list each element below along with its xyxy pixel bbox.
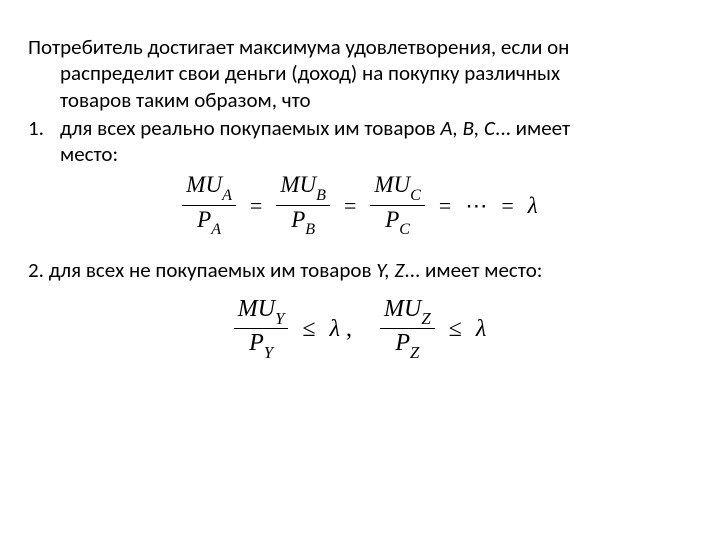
item1-text-b: ... имеет: [495, 115, 570, 141]
eq1-B-den: P: [291, 207, 305, 232]
eq1-C-den: P: [385, 207, 399, 232]
eq1-eq3: =: [439, 192, 451, 220]
list-item-1: 1. для всех реально покупаемых им товаро…: [28, 115, 692, 168]
eq1-eq4: =: [501, 192, 513, 220]
equation-2: MUY PY ≤ λ, MUZ PZ ≤ λ: [28, 297, 692, 361]
eq2-comma: ,: [346, 314, 352, 344]
item2-text-a: 2. для всех не покупаемых им товаров: [28, 257, 376, 283]
intro-line2: распределит свои деньги (доход) на покуп…: [28, 60, 692, 86]
item1-text: для всех реально покупаемых им товаров А…: [60, 115, 692, 168]
eq1-B-num-sub: B: [316, 187, 326, 204]
eq1-C-den-sub: C: [399, 221, 410, 238]
eq1-lambda: λ: [528, 192, 538, 221]
eq1-frac-A: MUA PA: [182, 173, 236, 239]
equation-1: MUA PA = MUB PB = MUC PC = ⋯ = λ: [28, 173, 692, 239]
eq1-C-num-sub: C: [410, 187, 421, 204]
eq1-frac-C: MUC PC: [370, 173, 425, 239]
eq2-Z-num-sub: Z: [421, 309, 430, 328]
eq2-Y-num: MU: [238, 296, 275, 322]
intro-line1: Потребитель достигает максимума удовлетв…: [28, 34, 569, 60]
eq2-Y-den-sub: Y: [264, 343, 273, 362]
eq1-B-den-sub: B: [305, 221, 315, 238]
eq1-dots: ⋯: [465, 192, 487, 220]
eq1-A-num: MU: [186, 172, 222, 197]
eq1-A-num-sub: A: [222, 187, 232, 204]
eq1-A-den-sub: A: [211, 221, 221, 238]
item1-number: 1.: [28, 115, 60, 168]
intro-line3: товаров таким образом, что: [28, 87, 692, 113]
document-page: Потребитель достигает максимума удовлетв…: [0, 0, 720, 540]
eq1-eq1: =: [250, 192, 262, 220]
eq2-Z-den-sub: Z: [410, 343, 419, 362]
intro-paragraph: Потребитель достигает максимума удовлетв…: [28, 34, 692, 113]
eq1-frac-B: MUB PB: [276, 173, 330, 239]
eq2-frac-Y: MUY PY: [234, 297, 289, 361]
eq2-lambda1: λ: [330, 314, 340, 344]
eq2-rel1: ≤: [302, 314, 315, 344]
eq2-lambda2: λ: [476, 314, 486, 344]
eq1-eq2: =: [344, 192, 356, 220]
item1-text-a: для всех реально покупаемых им товаров: [60, 115, 440, 141]
eq2-Z-den: P: [395, 330, 410, 356]
item2-text-b: ... имеет место:: [404, 257, 542, 283]
eq2-Z-num: MU: [384, 296, 421, 322]
eq1-A-den: P: [197, 207, 211, 232]
list-item-2: 2. для всех не покупаемых им товаров Y, …: [28, 257, 692, 283]
eq2-rel2: ≤: [449, 314, 462, 344]
eq1-C-num: MU: [374, 172, 410, 197]
eq2-Y-den: P: [249, 330, 264, 356]
eq2-Y-num-sub: Y: [275, 309, 284, 328]
item1-text-c: место:: [60, 141, 118, 167]
eq2-frac-Z: MUZ PZ: [380, 297, 435, 361]
item2-vars: Y, Z: [376, 257, 404, 283]
eq1-B-num: MU: [280, 172, 316, 197]
item1-vars: А, В, С: [440, 115, 495, 141]
